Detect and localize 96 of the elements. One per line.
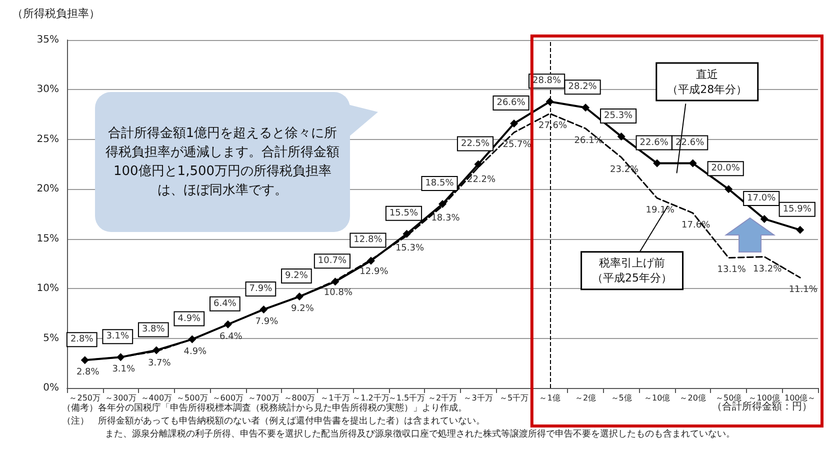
point	[617, 132, 626, 140]
x-tick-label: ～700万	[248, 394, 280, 402]
x-tick-label: ～20億	[680, 394, 706, 402]
data-label: 11.1%	[788, 285, 818, 296]
x-tick-label: ～1.5千万	[388, 394, 426, 402]
data-label: 2.8%	[76, 368, 100, 378]
point	[80, 356, 89, 364]
x-tick-label: 100億～	[784, 394, 816, 402]
point	[510, 120, 518, 128]
y-tick-label: 15%	[36, 233, 59, 244]
point	[188, 335, 196, 344]
data-label: 26.1%	[574, 136, 604, 146]
data-label: 4.9%	[178, 314, 202, 324]
x-tick-label: ～10億	[644, 394, 670, 402]
data-label: 15.3%	[395, 243, 424, 254]
x-tick-label: ～2億	[575, 394, 596, 402]
x-tick-label: ～5億	[610, 394, 632, 402]
data-label: 25.7%	[502, 140, 532, 150]
x-tick-label: ～600万	[212, 394, 244, 402]
y-tick-label: 20%	[36, 184, 59, 195]
data-label: 6.4%	[213, 298, 237, 309]
y-tick-label: 5%	[43, 332, 59, 344]
text: （注） 所得金額があっても申告納税額のない者（例えば還付申告書を提出した者）は含まれていない。	[62, 416, 485, 426]
data-label: 7.9%	[255, 316, 279, 327]
data-label: 25.3%	[604, 110, 634, 121]
x-tick-label: ～400万	[140, 394, 172, 402]
point	[760, 214, 768, 223]
x-tick-label: ～1億	[539, 394, 560, 402]
x-tick-label: ～2千万	[428, 394, 458, 402]
data-label: 9.2%	[285, 271, 308, 282]
x-tick-label: ～800万	[284, 394, 316, 402]
point	[653, 159, 662, 168]
x-axis-title: （合計所得金額：円）	[712, 400, 812, 412]
data-label: 15.5%	[389, 208, 418, 218]
y-tick-label: 0%	[43, 382, 59, 394]
x-tick-label: ～1千万	[320, 394, 350, 402]
text: 税率引上げ前（平成25年分）	[592, 256, 672, 285]
data-label: 4.9%	[184, 346, 208, 357]
data-label: 12.8%	[354, 235, 383, 246]
x-tick-label: ～100億	[748, 394, 780, 402]
y-tick-label: 10%	[36, 283, 59, 294]
data-label: 12.9%	[360, 267, 389, 278]
x-tick-label: ～500万	[176, 394, 208, 402]
point	[402, 230, 411, 238]
y-tick-label: 25%	[36, 134, 59, 145]
data-label: 18.3%	[431, 214, 460, 224]
x-tick-label: ～250万	[69, 394, 101, 402]
data-label: 3.1%	[112, 364, 136, 375]
y-tick-label: 30%	[36, 84, 59, 96]
point	[724, 185, 733, 194]
data-label: 13.1%	[717, 265, 746, 276]
data-label: 3.1%	[106, 332, 130, 342]
data-label: 18.5%	[425, 178, 454, 189]
point	[152, 346, 160, 354]
text: 直近（平成28年分）	[667, 68, 748, 96]
data-label: 20.0%	[711, 164, 740, 174]
data-label: 27.6%	[538, 121, 568, 132]
data-label: 10.8%	[324, 288, 353, 298]
data-label: 22.2%	[466, 174, 496, 185]
point	[474, 160, 482, 168]
x-tick-label: ～5千万	[499, 394, 529, 402]
data-label: 3.8%	[142, 324, 166, 335]
point	[366, 256, 375, 265]
data-label: 10.7%	[318, 256, 347, 266]
data-label: 22.5%	[460, 138, 490, 149]
data-label: 28.2%	[568, 82, 598, 92]
point	[582, 104, 590, 112]
data-label: 13.2%	[753, 264, 782, 274]
point	[688, 159, 697, 168]
x-tick-label: ～1.2千万	[352, 394, 390, 402]
x-tick-label: ～300万	[105, 394, 136, 402]
y-axis-title: （所得税負担率）	[12, 7, 100, 20]
y-tick-label: 35%	[36, 34, 59, 46]
text: （備考）各年分の国税庁「申告所得税標本調査（税務統計から見た申告所得税の実態）」より作成。	[62, 402, 467, 414]
data-label: 26.6%	[496, 98, 526, 108]
point	[796, 226, 804, 234]
data-label: 6.4%	[219, 332, 243, 342]
data-label: 15.9%	[782, 204, 812, 214]
data-label: 17.0%	[747, 193, 776, 204]
point	[546, 98, 554, 106]
data-label: 7.9%	[249, 284, 273, 294]
point	[331, 278, 340, 286]
data-label: 2.8%	[70, 334, 94, 345]
data-label: 22.6%	[640, 138, 669, 148]
point	[224, 320, 232, 328]
point	[295, 292, 304, 301]
data-label: 9.2%	[291, 304, 314, 314]
point	[438, 200, 446, 208]
point	[116, 353, 125, 362]
point	[260, 305, 268, 314]
data-label: 23.2%	[610, 164, 640, 175]
x-tick-label: ～3千万	[464, 394, 493, 402]
annotation: 合計所得金額1億円を超えると徐々に所得税負担率が逓減します。合計所得金額100億円と1,500万円の所得税負担率は、ほぼ同水準です。	[105, 125, 340, 200]
x-tick-label: ～50億	[716, 394, 742, 402]
data-label: 3.7%	[148, 358, 172, 369]
text: また、源泉分離課税の利子所得、申告不要を選択した配当所得及び源泉徴収口座で処理された株式等譲渡所得で申告不要を選択したものも含まれていない。	[105, 428, 735, 440]
